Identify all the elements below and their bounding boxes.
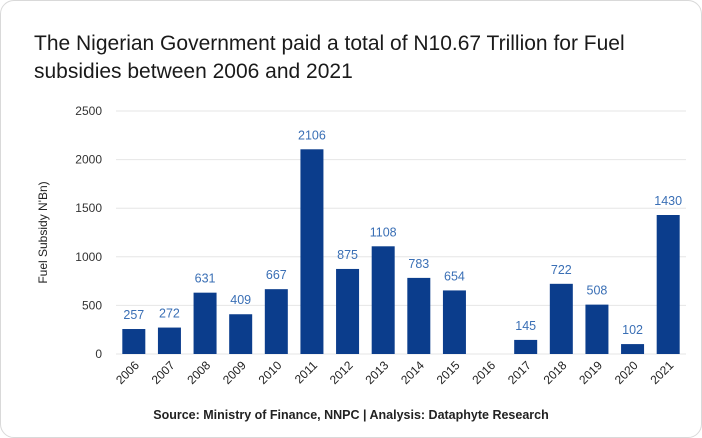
y-tick-label: 1500 <box>75 201 102 215</box>
y-tick-label: 500 <box>82 298 102 312</box>
bar <box>371 246 395 354</box>
data-label: 145 <box>515 319 536 333</box>
data-label: 667 <box>266 268 287 282</box>
data-label: 272 <box>159 307 180 321</box>
x-tick-label: 2011 <box>292 358 320 386</box>
bar <box>407 277 431 354</box>
data-label: 1108 <box>370 225 397 239</box>
chart-title: The Nigerian Government paid a total of … <box>34 32 625 83</box>
bar <box>336 268 360 354</box>
bar <box>585 304 609 354</box>
y-tick-label: 1000 <box>75 250 102 264</box>
bar <box>157 327 181 354</box>
x-tick-label: 2016 <box>469 358 498 387</box>
y-tick-label: 2500 <box>75 104 102 118</box>
bar <box>229 314 253 354</box>
x-tick-label: 2020 <box>612 358 641 387</box>
bar <box>549 283 573 354</box>
x-tick-label: 2015 <box>434 358 463 387</box>
x-tick-label: 2007 <box>149 358 178 387</box>
data-label: 722 <box>551 263 572 277</box>
y-tick-label: 2000 <box>75 153 102 167</box>
x-tick-label: 2010 <box>256 358 285 387</box>
x-tick-label: 2017 <box>505 358 534 387</box>
data-label: 409 <box>230 293 251 307</box>
bar <box>656 215 680 354</box>
data-label: 631 <box>195 272 216 286</box>
data-label: 1430 <box>654 194 682 208</box>
x-tick-label: 2006 <box>113 358 142 387</box>
data-label: 508 <box>587 284 608 298</box>
bar <box>621 344 645 354</box>
bar <box>442 290 466 354</box>
x-tick-label: 2008 <box>184 358 213 387</box>
x-tick-label: 2013 <box>363 358 392 387</box>
chart-source: Source: Ministry of Finance, NNPC | Anal… <box>153 408 549 422</box>
bar <box>264 289 288 354</box>
data-label: 654 <box>444 269 465 283</box>
bar <box>514 339 538 354</box>
x-tick-label: 2019 <box>576 358 605 387</box>
data-label: 783 <box>408 257 429 271</box>
y-tick-label: 0 <box>95 347 102 361</box>
bar <box>300 149 324 354</box>
data-label: 875 <box>337 248 358 262</box>
data-label: 102 <box>622 323 643 337</box>
x-tick-label: 2012 <box>327 358 356 387</box>
bar <box>193 292 217 354</box>
y-axis-label: Fuel Subsidy N'Bn) <box>36 181 50 283</box>
x-tick-label: 2014 <box>398 358 427 387</box>
data-label: 257 <box>123 308 144 322</box>
x-tick-label: 2021 <box>648 358 677 387</box>
x-tick-label: 2018 <box>541 358 570 387</box>
data-label: 2106 <box>298 128 326 142</box>
bar <box>122 329 146 354</box>
x-tick-label: 2009 <box>220 358 249 387</box>
